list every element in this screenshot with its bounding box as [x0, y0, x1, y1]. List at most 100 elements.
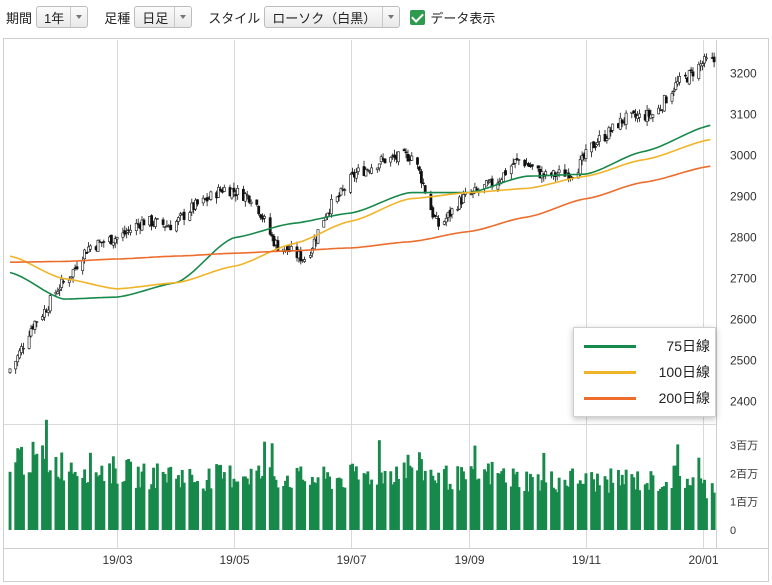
candle-body [335, 196, 339, 202]
volume-bar [138, 487, 142, 530]
volume-bar [102, 481, 106, 530]
legend-item-100: 100日線 [584, 362, 710, 382]
volume-bar [410, 467, 414, 530]
volume-bar [289, 487, 293, 530]
period-select[interactable]: 1年 [36, 6, 89, 28]
volume-bar [297, 471, 301, 530]
volume-bar [282, 486, 286, 530]
style-select[interactable]: ローソク（白黒） [264, 6, 401, 28]
volume-bar [504, 482, 507, 530]
candle-body [87, 246, 90, 253]
volume-bar [177, 475, 180, 530]
volume-bar [605, 479, 609, 530]
volume-bar [81, 478, 85, 530]
volume-bar [638, 490, 641, 530]
candle-body [375, 167, 379, 170]
volume-bar [662, 486, 666, 530]
volume-bar [473, 445, 477, 530]
candle-body [81, 260, 85, 271]
candle-body [683, 74, 687, 77]
candle-body [349, 174, 353, 193]
volume-bar [356, 479, 360, 530]
volume-bar [676, 444, 680, 530]
volume-bar [85, 482, 88, 530]
volume-bar [60, 452, 64, 530]
axis-labels: 19/03 19/05 19/07 19/09 19/11 20/01 2400 2500 26… [102, 67, 758, 567]
candle-body [201, 197, 205, 204]
candle-body [20, 346, 23, 353]
volume-bar [142, 463, 146, 530]
volume-bar [488, 484, 492, 530]
x-tick-label: 20/01 [688, 553, 718, 567]
candle-body [155, 218, 159, 220]
candle-body [115, 237, 119, 240]
candle-body [431, 207, 435, 218]
volume-bar [496, 473, 500, 530]
volume-bar [165, 482, 169, 530]
candle-body [435, 216, 439, 219]
volume-tick-label: 2百万 [730, 468, 758, 480]
candle-body [437, 218, 441, 227]
candle-body [111, 242, 115, 246]
volume-bar [383, 471, 387, 530]
volume-bar [180, 470, 184, 530]
candle-body [219, 188, 222, 191]
volume-bar [148, 489, 152, 530]
candle-body [222, 187, 226, 192]
volume-bar [163, 474, 167, 530]
volume-bar [672, 465, 676, 530]
volume-bar [303, 481, 307, 530]
volume-bar [611, 482, 615, 530]
x-tick-label: 19/03 [102, 553, 132, 567]
candle-type-select[interactable]: 日足 [134, 6, 193, 28]
volume-bar [594, 491, 597, 530]
checkbox-checked-icon[interactable] [410, 9, 426, 25]
candle-body [89, 245, 92, 250]
volume-bar [469, 466, 473, 530]
volume-bar [607, 492, 611, 530]
candle-body [419, 171, 423, 184]
volume-bar [498, 473, 502, 530]
candle-body [597, 135, 601, 142]
candle-body [249, 201, 253, 204]
price-tick-label: 3200 [730, 67, 757, 81]
volume-bar [73, 471, 77, 530]
volume-bar [389, 471, 393, 530]
volume-bar [540, 480, 544, 530]
candle-body [194, 199, 198, 210]
candle-body [209, 191, 213, 200]
candle-body [188, 212, 192, 221]
candle-body [594, 146, 597, 148]
candle-body [377, 163, 381, 169]
candle-body [687, 70, 691, 85]
volume-bar [557, 477, 561, 530]
candle-body [701, 63, 705, 67]
period-label: 期間 [6, 10, 33, 26]
volume-bar [710, 483, 714, 530]
candle-body [389, 157, 393, 163]
volume-bar [483, 469, 486, 530]
candle-body [603, 134, 607, 142]
volume-bar [645, 483, 649, 530]
volume-bar [630, 474, 634, 530]
volume-bar [502, 468, 506, 530]
volume-bar [243, 476, 247, 530]
data-display-toggle[interactable]: データ表示 [410, 8, 495, 27]
candle-body [289, 246, 293, 251]
candle-body [18, 350, 22, 359]
volume-bar [477, 478, 481, 530]
volume-bar [416, 470, 419, 530]
volume-bar [550, 471, 553, 530]
candle-type-label: 足種 [104, 10, 131, 26]
volume-bar [552, 487, 555, 530]
candle-body [58, 288, 62, 291]
volume-bar [322, 466, 326, 530]
candle-body [651, 114, 655, 118]
volume-bar [565, 485, 569, 530]
volume-bar [209, 488, 213, 530]
volume-bar [222, 472, 226, 530]
volume-bar [326, 472, 330, 530]
candle-body [569, 175, 573, 178]
candle-body [406, 154, 410, 162]
volume-bar [513, 474, 517, 530]
